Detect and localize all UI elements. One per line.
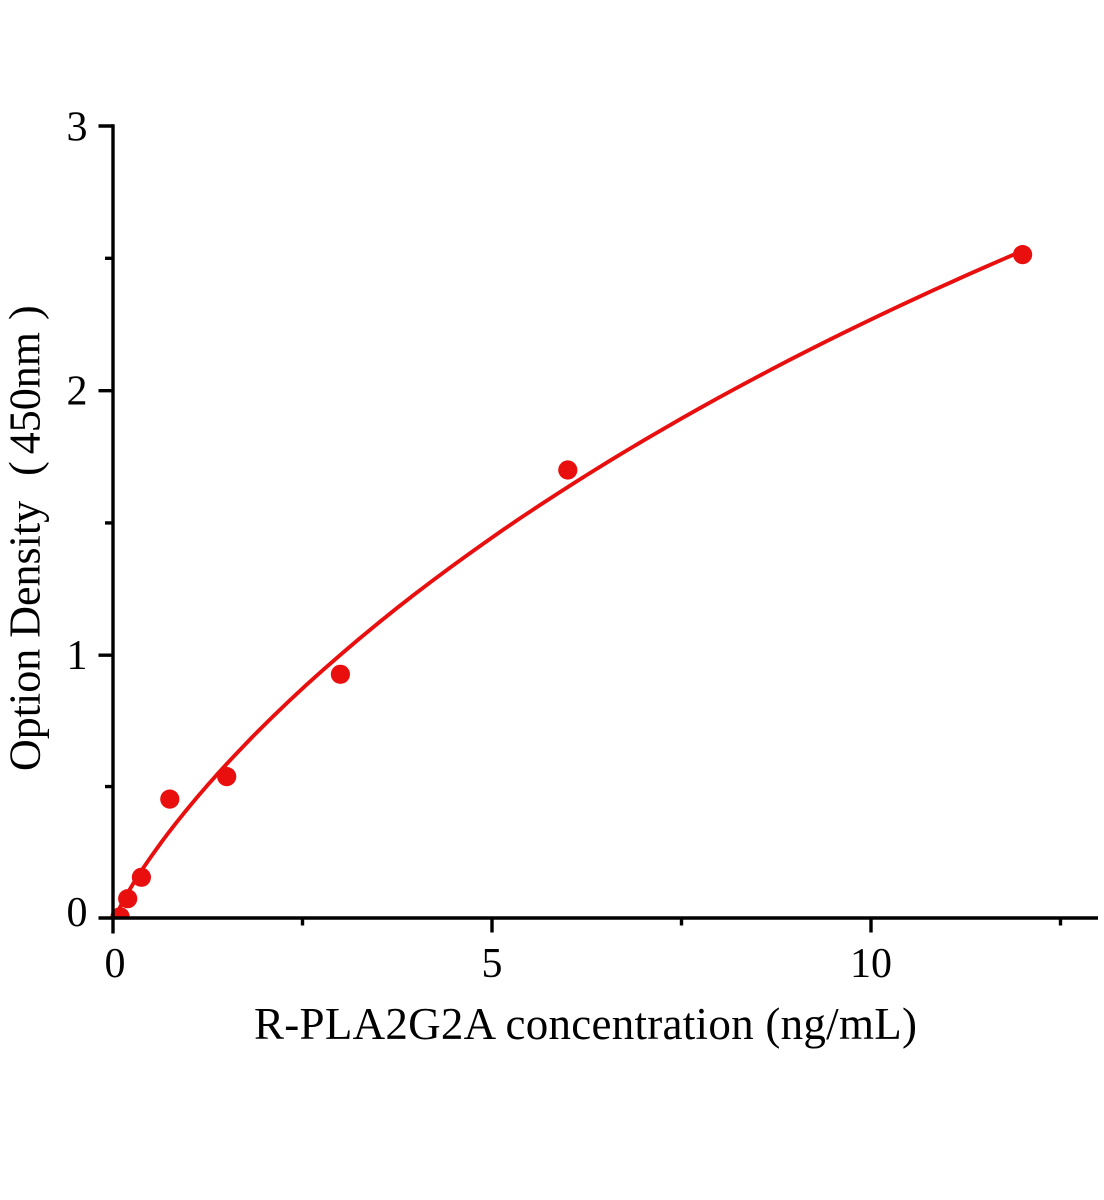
svg-text:2: 2 bbox=[67, 369, 88, 415]
svg-text:5: 5 bbox=[482, 941, 503, 987]
svg-text:3: 3 bbox=[67, 104, 88, 150]
svg-text:R-PLA2G2A concentration (ng/mL: R-PLA2G2A concentration (ng/mL) bbox=[254, 999, 917, 1049]
svg-text:1: 1 bbox=[67, 633, 88, 679]
svg-text:10: 10 bbox=[850, 941, 892, 987]
svg-text:0: 0 bbox=[105, 941, 126, 987]
svg-text:0: 0 bbox=[67, 890, 88, 936]
svg-text:Option Density(450nm): Option Density(450nm) bbox=[1, 305, 50, 771]
